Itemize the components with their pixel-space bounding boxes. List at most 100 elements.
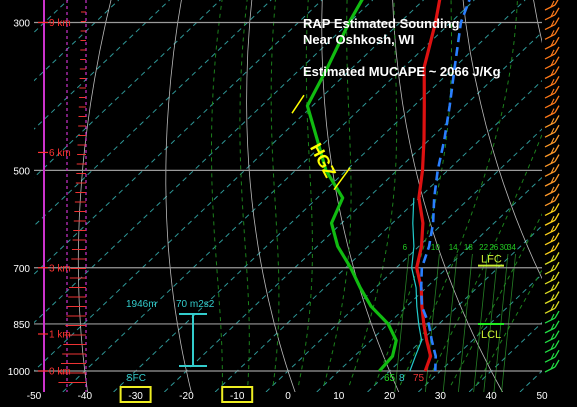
wind-barb-flag [554, 144, 560, 153]
wind-barb-flag [550, 20, 555, 27]
x-tick-label: 20 [384, 391, 396, 402]
x-tick-label: -30 [128, 391, 143, 402]
wind-barb [544, 43, 556, 50]
wind-barb-flag [554, 281, 560, 290]
mixing-ratio-label: 18 [464, 243, 473, 252]
mixing-ratio-label: 22 [479, 243, 488, 252]
wind-barb-flag [554, 134, 560, 143]
wind-barb-flag [554, 46, 560, 55]
wind-barb-flag [554, 75, 560, 84]
hgz-bottom-tick [333, 167, 351, 191]
moist-adiabat [323, 0, 352, 386]
wind-barb [544, 239, 556, 246]
wind-barb [544, 23, 556, 31]
dewpoint-line [305, 0, 398, 373]
wind-barb-flag [550, 79, 555, 86]
x-tick-label: 10 [333, 391, 345, 402]
wind-barb-flag [554, 330, 560, 338]
wind-barb-flag [550, 343, 555, 350]
mixing-ratio-label: 6 [403, 243, 408, 252]
moist-adiabat [298, 0, 313, 386]
wind-barb [544, 4, 556, 11]
pressure-tick-label: 1000 [8, 367, 31, 378]
x-tick-label: -50 [27, 391, 42, 402]
wind-barb [544, 249, 556, 256]
moist-adiabats [211, 0, 542, 386]
wind-barb-flag [550, 196, 555, 203]
wind-barb-flag [554, 212, 560, 221]
height-label: 9 km [49, 18, 71, 29]
wind-barb-flag [550, 59, 555, 66]
wind-barb [544, 356, 556, 363]
wind-barb [544, 327, 556, 334]
wind-barb-flag [550, 137, 555, 145]
wind-barb-flag [550, 127, 555, 135]
wind-barb-flag [554, 359, 560, 368]
isotherm-line [265, 128, 542, 392]
mixing-ratio-label: 26 [489, 243, 498, 252]
wind-barb-flag [550, 118, 555, 125]
surface-dewpoint-readout: 65 [384, 373, 396, 384]
parcel-line [419, 0, 471, 372]
wind-barb [544, 278, 556, 285]
wind-barb-flag [554, 17, 560, 25]
wind-barb [544, 121, 556, 128]
lcl-label: LCL [481, 329, 501, 341]
wind-barbs [544, 0, 560, 373]
sounding-profiles [305, 0, 471, 373]
wind-barb-flag [550, 235, 555, 243]
wind-barb-flag [554, 105, 560, 113]
chart-title-line1: RAP Estimated Sounding [303, 16, 460, 31]
x-tick-label: 40 [486, 391, 498, 402]
wind-barb-flag [550, 98, 555, 106]
isotherm-line [214, 80, 542, 392]
x-tick-label: -40 [78, 391, 93, 402]
sfc-label: SFC [126, 373, 146, 384]
x-tick-label: -20 [179, 391, 194, 402]
wind-barb-flag [550, 294, 555, 301]
isobar-lines [34, 21, 542, 372]
wind-barb-flag [554, 7, 560, 16]
wind-barb [544, 112, 556, 119]
wind-barb-flag [554, 56, 560, 65]
surface-temperature-readout: 75 [413, 373, 425, 384]
isotherm-line [113, 0, 526, 392]
wind-barb [544, 317, 556, 324]
wind-barb-flag [550, 215, 555, 223]
isotherm-line [418, 273, 542, 392]
wind-barb-flag [554, 349, 560, 358]
isotherm-line [164, 31, 542, 392]
wind-barb-flag [550, 39, 555, 47]
wind-barb-flag [554, 124, 560, 133]
lfc-label: LFC [481, 254, 502, 266]
wind-barb [544, 131, 556, 138]
inflow-srh-label: 70 m2s2 [176, 299, 215, 310]
wind-barb [544, 268, 556, 275]
wind-barb-flag [550, 157, 555, 164]
wind-barb-flag [554, 66, 560, 74]
height-scale-panel: 9 km 6 km 3 km 1 km 0 km [38, 0, 87, 392]
mixing-ratio-line [457, 253, 473, 392]
pressure-tick-label: 850 [13, 320, 30, 331]
wind-barb-flag [550, 147, 555, 155]
wind-barb [544, 102, 556, 109]
moist-adiabat [211, 0, 223, 386]
x-tick-label: 0 [285, 391, 291, 402]
wind-barb-flag [554, 300, 560, 309]
wind-barb [544, 337, 556, 344]
mixing-ratio-label: 14 [449, 243, 458, 252]
wind-barb-flag [550, 255, 555, 262]
x-tick-label: -10 [230, 391, 245, 402]
wind-barb-flag [550, 352, 555, 360]
wind-barb-flag [554, 242, 560, 250]
wind-barb [544, 141, 556, 148]
wind-barb-flag [554, 252, 560, 260]
wind-barb-flag [554, 261, 560, 270]
wind-barb [544, 53, 556, 60]
moist-adiabat [450, 213, 542, 386]
wind-barb-flag [550, 10, 555, 18]
